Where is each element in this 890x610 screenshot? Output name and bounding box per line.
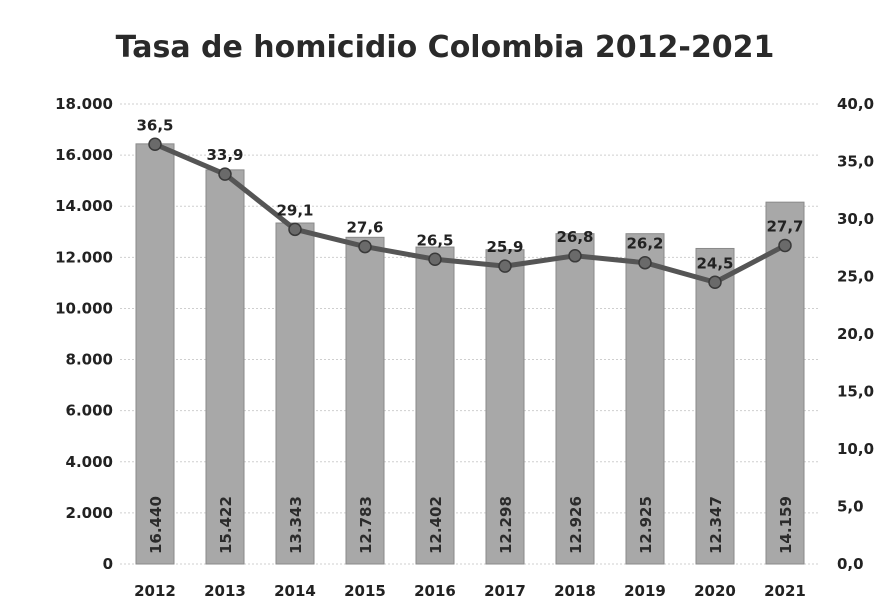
- rate-value-label: 26,5: [416, 231, 453, 249]
- x-tick-label: 2012: [134, 582, 176, 600]
- bar: [485, 249, 525, 565]
- rate-value-label: 27,6: [346, 219, 383, 237]
- y-left-tick-label: 18.000: [55, 95, 113, 113]
- bar: [765, 201, 805, 565]
- chart-title: Tasa de homicidio Colombia 2012-2021: [115, 30, 775, 65]
- bar-value-label: 13.343: [287, 496, 305, 554]
- y-right-tick-label: 20,0: [837, 325, 874, 343]
- rate-point: [708, 275, 722, 289]
- bar: [555, 233, 595, 565]
- y-left-tick-label: 12.000: [55, 248, 113, 266]
- bar: [205, 169, 245, 565]
- y-left-tick-label: 4.000: [66, 453, 113, 471]
- rate-point: [288, 222, 302, 237]
- y-left-tick-label: 14.000: [55, 197, 113, 215]
- rate-line: [154, 141, 787, 285]
- x-tick-label: 2021: [764, 582, 806, 600]
- x-tick-label: 2017: [484, 582, 526, 600]
- bar: [345, 236, 385, 565]
- y-left-tick-label: 16.000: [55, 146, 113, 164]
- y-right-tick-label: 40,0: [837, 95, 874, 113]
- y-right-tick-label: 25,0: [837, 268, 874, 286]
- bar-value-label: 12.298: [497, 496, 515, 554]
- rate-point: [358, 239, 372, 254]
- rate-value-label: 26,8: [556, 228, 593, 246]
- bar-value-label: 12.925: [637, 496, 655, 554]
- rate-value-label: 33,9: [206, 146, 243, 164]
- x-tick-label: 2016: [414, 582, 456, 600]
- y-left-tick-label: 10.000: [55, 299, 113, 317]
- bar-value-label: 14.159: [777, 496, 795, 554]
- rate-value-label: 24,5: [696, 254, 733, 272]
- rate-point: [428, 252, 442, 266]
- rate-point: [638, 255, 652, 270]
- y-right-tick-label: 0,0: [837, 555, 864, 573]
- bar-value-label: 16.440: [147, 496, 165, 554]
- x-tick-label: 2018: [554, 582, 596, 600]
- rate-value-label: 36,5: [136, 116, 173, 134]
- bar: [695, 247, 735, 565]
- rate-point: [778, 238, 792, 253]
- bar: [275, 222, 315, 565]
- y-left-tick-label: 2.000: [66, 504, 113, 522]
- x-tick-label: 2014: [274, 582, 316, 600]
- y-left-tick-label: 0: [103, 555, 113, 573]
- x-tick-label: 2020: [694, 582, 736, 600]
- y-left-tick-label: 8.000: [66, 351, 113, 369]
- x-tick-label: 2015: [344, 582, 386, 600]
- bar-value-label: 12.347: [707, 496, 725, 554]
- rate-value-label: 26,2: [626, 235, 663, 253]
- rate-point: [218, 167, 232, 181]
- x-tick-label: 2013: [204, 582, 246, 600]
- rate-point: [568, 249, 582, 263]
- bar-value-label: 15.422: [217, 496, 235, 554]
- y-right-tick-label: 10,0: [837, 440, 874, 458]
- rate-value-label: 27,7: [766, 217, 803, 235]
- rate-point: [498, 259, 512, 273]
- bar-value-label: 12.402: [427, 496, 445, 554]
- y-right-tick-label: 30,0: [837, 210, 874, 228]
- y-left-tick-label: 6.000: [66, 402, 113, 420]
- rate-value-label: 25,9: [486, 238, 523, 256]
- bar-value-label: 12.783: [357, 496, 375, 554]
- x-tick-label: 2019: [624, 582, 666, 600]
- rate-point: [148, 137, 162, 151]
- rate-value-label: 29,1: [276, 201, 313, 219]
- y-right-tick-label: 35,0: [837, 153, 874, 171]
- y-right-tick-label: 15,0: [837, 383, 874, 401]
- y-right-tick-label: 5,0: [837, 498, 864, 516]
- bar-value-label: 12.926: [567, 496, 585, 554]
- bar: [625, 233, 665, 565]
- bar: [415, 246, 455, 565]
